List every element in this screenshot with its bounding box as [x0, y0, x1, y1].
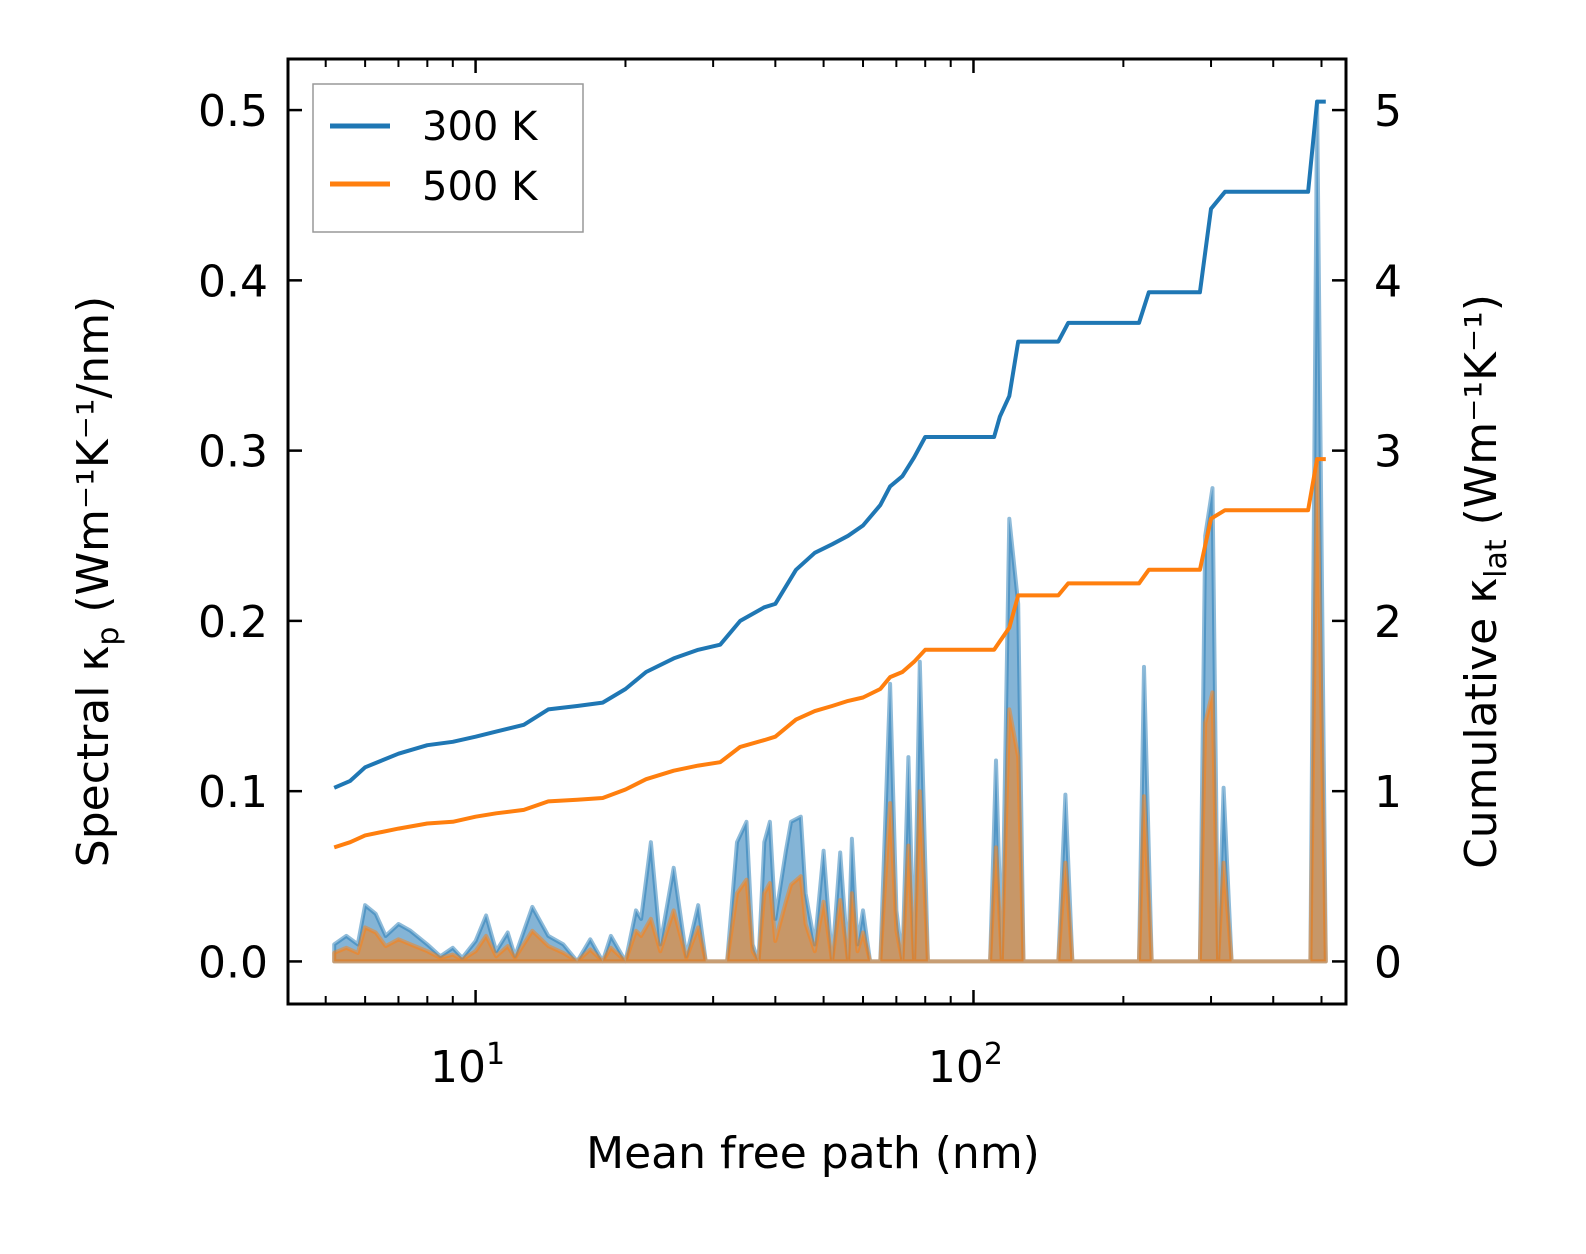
spectral-area-500k: [332, 457, 1328, 964]
right-y-tick-label: 4: [1374, 256, 1402, 307]
plot-area: [286, 57, 1348, 1006]
right-y-tick-label: 0: [1374, 937, 1402, 988]
left-y-tick-label: 0.3: [198, 427, 268, 478]
x-tick-label: 102: [928, 1037, 1003, 1093]
left-y-axis-title: Spectral κp (Wm⁻¹K⁻¹/nm): [68, 296, 126, 867]
right-y-tick-label: 2: [1374, 597, 1402, 648]
left-y-tick-label: 0.2: [198, 597, 268, 648]
x-tick-label-base: 10: [928, 1042, 984, 1093]
x-tick-label-exponent: 2: [984, 1037, 1003, 1072]
x-tick-label-base: 10: [430, 1042, 486, 1093]
right-y-tick-label: 1: [1374, 767, 1402, 818]
right-y-axis-title-sub: lat: [1479, 539, 1514, 578]
legend-label-500k: 500 K: [422, 164, 539, 210]
spectral-area-300k: [332, 99, 1328, 964]
x-axis-title: Mean free path (nm): [586, 1128, 1040, 1179]
left-y-axis-title-unit: (Wm⁻¹K⁻¹/nm): [68, 296, 119, 613]
cumulative-line-300k: [333, 99, 1326, 790]
left-y-tick-label: 0.4: [198, 256, 268, 307]
series-line-layer: [333, 99, 1326, 850]
left-y-axis-title-main: Spectral κ: [68, 646, 119, 868]
cumulative-line-500k: [333, 457, 1326, 850]
spectral-fill-layer: [332, 99, 1328, 964]
x-tick-label: 101: [430, 1037, 505, 1093]
x-tick-label-exponent: 1: [486, 1037, 505, 1072]
right-y-axis-title: Cumulative κlat (Wm⁻¹K⁻¹): [1456, 294, 1514, 869]
left-y-axis-title-space: [68, 613, 119, 627]
left-y-tick-label: 0.0: [198, 937, 268, 988]
right-y-tick-label: 5: [1374, 86, 1402, 137]
legend: 300 K 500 K: [312, 83, 584, 233]
left-y-tick-label: 0.5: [198, 86, 268, 137]
left-y-axis-title-sub: p: [91, 627, 126, 646]
legend-frame: [312, 83, 584, 233]
right-y-axis-title-unit: (Wm⁻¹K⁻¹): [1456, 294, 1507, 525]
left-y-tick-label: 0.1: [198, 767, 268, 818]
axes-frame: [286, 57, 1348, 1006]
right-y-tick-label: 3: [1374, 427, 1402, 478]
right-y-axis-title-space: [1456, 525, 1507, 539]
tick-layer: [288, 59, 1346, 1004]
legend-label-300k: 300 K: [422, 104, 539, 150]
right-y-axis-title-main: Cumulative κ: [1456, 578, 1507, 869]
